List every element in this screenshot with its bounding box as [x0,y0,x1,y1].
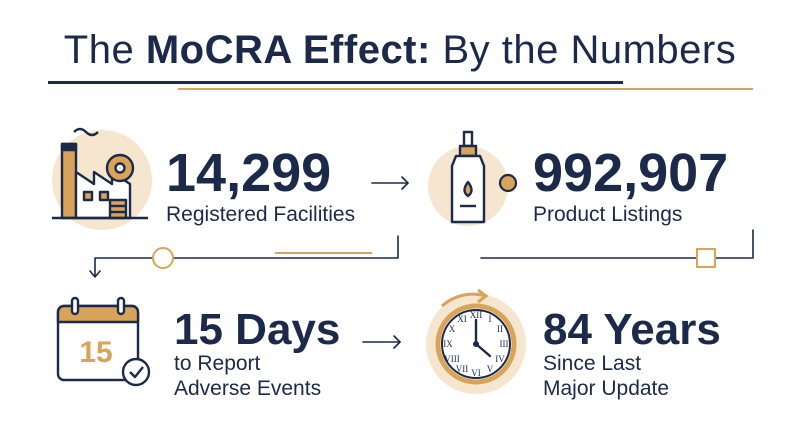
title-bold: MoCRA Effect: [145,28,431,72]
svg-text:IV: IV [495,354,505,364]
page-title: The MoCRA Effect: By the Numbers [0,28,800,73]
clock-icon: XII III VI IX I II IV V VII VIII X XI [426,288,526,394]
stat-label-facilities: Registered Facilities [166,203,356,226]
svg-text:VI: VI [471,368,481,378]
stat-value-years: 84 Years [543,305,721,354]
svg-text:VII: VII [456,364,469,374]
calendar-icon: 15 [56,296,151,387]
svg-text:IX: IX [443,339,453,349]
stat-value-days: 15 Days [174,305,341,354]
stat-label-years-line1: Since Last [543,352,642,375]
svg-text:V: V [487,364,494,374]
stat-label-listings: Product Listings [533,203,683,226]
title-suffix: By the Numbers [442,28,737,72]
svg-text:III: III [500,339,509,349]
svg-text:VIII: VIII [444,354,460,364]
stat-value-listings: 992,907 [533,143,729,203]
title-underline-gold [178,88,753,90]
title-prefix: The [63,28,135,72]
factory-icon [52,127,152,230]
stat-label-days-line2: Adverse Events [174,377,322,400]
calendar-day-number: 15 [79,336,112,369]
svg-text:II: II [497,324,503,334]
dropper-bottle-icon [428,130,518,226]
svg-text:XI: XI [457,314,467,324]
title-underline-navy [48,81,623,84]
stat-label-years-line2: Major Update [543,377,670,400]
stat-label-days-line1: to Report [174,352,261,375]
svg-text:XII: XII [470,310,483,320]
svg-text:X: X [449,324,456,334]
stat-value-facilities: 14,299 [166,143,332,203]
svg-text:I: I [489,314,492,324]
